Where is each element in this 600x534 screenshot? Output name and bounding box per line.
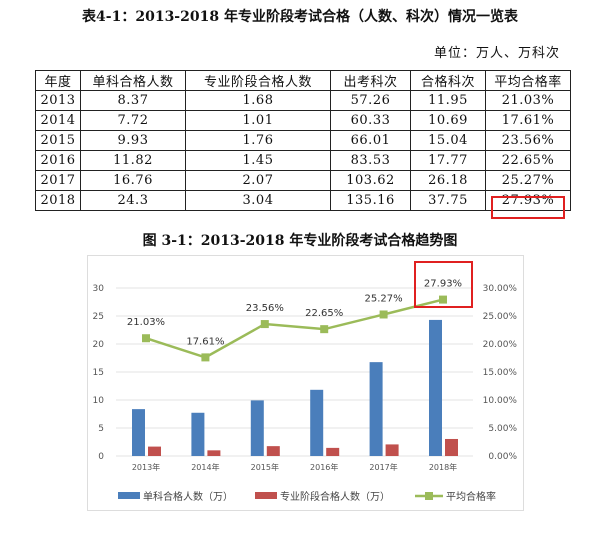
x-tick-label: 2016年 <box>310 462 338 472</box>
table-cell: 25.27% <box>485 170 571 191</box>
legend-label: 平均合格率 <box>446 490 496 503</box>
left-tick-label: 20 <box>93 340 105 350</box>
left-tick-label: 30 <box>93 284 105 294</box>
table-cell: 22.65% <box>485 150 571 171</box>
right-tick-label: 5.00% <box>488 424 517 434</box>
table-row: 2016 11.82 1.45 83.53 17.77 22.65% <box>35 150 571 171</box>
data-label: 27.93% <box>424 279 462 290</box>
table-cell: 2018 <box>35 190 81 211</box>
line-marker <box>320 325 329 334</box>
line-marker <box>439 295 447 304</box>
data-label: 25.27% <box>365 293 403 304</box>
right-tick-label: 30.00% <box>483 284 518 294</box>
bar-single-subject <box>429 319 442 456</box>
pass-table: 年度 单科合格人数 专业阶段合格人数 出考科次 合格科次 平均合格率 2013 8… <box>35 70 571 211</box>
legend-swatch-single <box>118 492 140 499</box>
data-label: 22.65% <box>305 308 343 319</box>
table-row: 2018 24.3 3.04 135.16 37.75 27.93% <box>35 190 571 211</box>
chart-frame <box>87 255 524 511</box>
right-tick-label: 20.00% <box>483 340 518 350</box>
bar-single-subject <box>191 412 205 456</box>
chart-title: 图 3-1：2013-2018 年专业阶段考试合格趋势图 <box>142 233 458 249</box>
x-tick-label: 2013年 <box>132 462 160 472</box>
bar-professional-stage <box>385 444 399 456</box>
x-tick-label: 2015年 <box>251 462 279 472</box>
bar-professional-stage <box>266 446 280 456</box>
table-cell: 2017 <box>35 170 81 191</box>
table-cell: 11.82 <box>80 150 186 171</box>
table-cell: 1.68 <box>185 90 331 111</box>
bar-professional-stage <box>148 446 161 456</box>
line-marker <box>142 334 150 343</box>
line-marker <box>379 310 388 319</box>
bar-professional-stage <box>207 450 221 456</box>
legend-label: 单科合格人数（万） <box>143 490 233 503</box>
line-marker <box>201 353 210 362</box>
bar-single-subject <box>310 389 324 456</box>
table-cell: 3.04 <box>185 190 331 211</box>
bar-single-subject <box>250 400 264 456</box>
table-cell: 1.01 <box>185 110 331 131</box>
legend-label: 专业阶段合格人数（万） <box>280 490 390 503</box>
right-tick-label: 15.00% <box>483 368 518 378</box>
right-tick-label: 25.00% <box>483 312 518 322</box>
left-tick-label: 5 <box>98 424 104 434</box>
left-tick-label: 10 <box>93 396 105 406</box>
data-label: 23.56% <box>246 303 284 314</box>
bar-single-subject <box>132 409 145 456</box>
right-tick-label: 0.00% <box>488 452 517 462</box>
line-marker <box>260 320 269 329</box>
table-cell: 15.04 <box>410 130 486 151</box>
table-row: 2013 8.37 1.68 57.26 11.95 21.03% <box>35 90 571 111</box>
table-cell: 135.16 <box>330 190 411 211</box>
bar-professional-stage <box>445 438 458 456</box>
left-tick-label: 0 <box>98 452 104 462</box>
table-row: 2015 9.93 1.76 66.01 15.04 23.56% <box>35 130 571 151</box>
table-cell: 2016 <box>35 150 81 171</box>
table-cell: 10.69 <box>410 110 486 131</box>
table-cell: 83.53 <box>330 150 411 171</box>
legend-swatch-stage <box>255 492 277 499</box>
x-tick-label: 2017年 <box>369 462 397 472</box>
unit-label: 单位：万人、万科次 <box>433 46 560 61</box>
data-label: 17.61% <box>186 336 224 347</box>
table-cell: 23.56% <box>485 130 571 151</box>
left-tick-label: 25 <box>93 312 104 322</box>
table-cell: 60.33 <box>330 110 411 131</box>
header-cell: 单科合格人数 <box>80 70 186 91</box>
highlight-box <box>414 261 473 308</box>
line-pass-rate <box>145 298 444 359</box>
legend-marker <box>425 492 433 500</box>
table-cell: 24.3 <box>80 190 186 211</box>
table-cell: 26.18 <box>410 170 486 191</box>
x-tick-label: 2018年 <box>429 462 457 472</box>
highlight-box <box>491 196 565 219</box>
left-tick-label: 15 <box>93 368 104 378</box>
data-label: 21.03% <box>127 317 165 328</box>
header-cell: 平均合格率 <box>485 70 571 91</box>
bar-single-subject <box>369 362 383 456</box>
table-row: 2017 16.76 2.07 103.62 26.18 25.27% <box>35 170 571 191</box>
bar-professional-stage <box>326 447 340 456</box>
right-tick-label: 10.00% <box>483 396 518 406</box>
table-title: 表4-1：2013-2018 年专业阶段考试合格（人数、科次）情况一览表 <box>82 9 518 25</box>
x-tick-label: 2014年 <box>191 462 219 472</box>
